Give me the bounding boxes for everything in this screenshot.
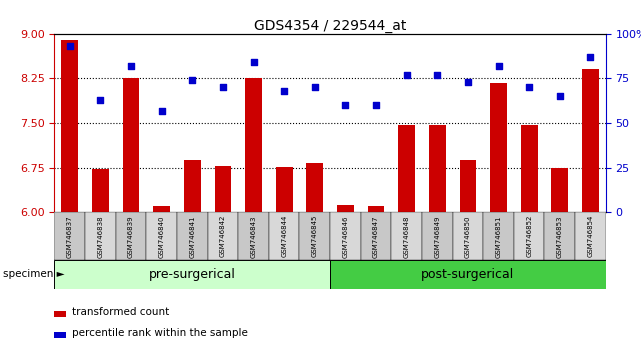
Point	[401, 72, 412, 78]
Point	[156, 108, 167, 113]
Bar	[146, 212, 177, 260]
Text: GSM746845: GSM746845	[312, 215, 318, 257]
Bar	[177, 212, 208, 260]
Bar	[85, 212, 116, 260]
Text: GSM746849: GSM746849	[435, 215, 440, 258]
Bar	[215, 166, 231, 212]
Title: GDS4354 / 229544_at: GDS4354 / 229544_at	[254, 19, 406, 33]
Bar	[330, 212, 361, 260]
Text: GSM746847: GSM746847	[373, 215, 379, 258]
Bar	[54, 260, 330, 289]
Bar	[398, 125, 415, 212]
Text: GSM746854: GSM746854	[587, 215, 594, 257]
Bar	[54, 212, 85, 260]
Bar	[116, 212, 146, 260]
Text: GSM746846: GSM746846	[342, 215, 349, 258]
Text: pre-surgerical: pre-surgerical	[149, 268, 236, 281]
Bar	[361, 212, 392, 260]
Point	[494, 63, 504, 69]
Bar	[245, 78, 262, 212]
Point	[432, 72, 442, 78]
Text: GSM746848: GSM746848	[404, 215, 410, 258]
Text: GSM746853: GSM746853	[557, 215, 563, 258]
Bar	[184, 160, 201, 212]
Text: GSM746843: GSM746843	[251, 215, 256, 258]
Text: GSM746844: GSM746844	[281, 215, 287, 257]
Bar	[122, 78, 140, 212]
Point	[524, 84, 535, 90]
Bar	[544, 212, 575, 260]
Bar	[551, 168, 568, 212]
Bar	[153, 206, 170, 212]
Bar	[269, 212, 299, 260]
Bar	[520, 125, 538, 212]
Bar	[276, 166, 292, 212]
Bar	[582, 69, 599, 212]
Text: GSM746838: GSM746838	[97, 215, 103, 258]
Bar	[422, 212, 453, 260]
Text: GSM746841: GSM746841	[189, 215, 196, 258]
Text: percentile rank within the sample: percentile rank within the sample	[72, 328, 248, 338]
Bar	[306, 163, 323, 212]
Point	[310, 84, 320, 90]
Bar	[460, 160, 476, 212]
Text: GSM746840: GSM746840	[159, 215, 165, 258]
Text: GSM746842: GSM746842	[220, 215, 226, 257]
Point	[585, 54, 595, 60]
Bar	[92, 170, 109, 212]
Bar	[490, 83, 507, 212]
Point	[279, 88, 289, 94]
Bar	[368, 206, 385, 212]
Point	[463, 79, 473, 85]
Bar	[483, 212, 514, 260]
Point	[65, 43, 75, 49]
Point	[554, 93, 565, 99]
Text: GSM746850: GSM746850	[465, 215, 471, 258]
Text: transformed count: transformed count	[72, 307, 170, 316]
Point	[249, 59, 259, 65]
Bar	[337, 205, 354, 212]
Point	[371, 102, 381, 108]
Bar	[575, 212, 606, 260]
Bar	[62, 40, 78, 212]
Bar	[208, 212, 238, 260]
Bar	[238, 212, 269, 260]
Text: GSM746851: GSM746851	[495, 215, 501, 258]
Text: post-surgerical: post-surgerical	[421, 268, 515, 281]
Point	[126, 63, 136, 69]
Text: GSM746839: GSM746839	[128, 215, 134, 258]
Point	[187, 77, 197, 83]
Point	[96, 97, 106, 103]
Bar	[330, 260, 606, 289]
Bar	[453, 212, 483, 260]
Point	[340, 102, 351, 108]
Bar	[392, 212, 422, 260]
Text: GSM746852: GSM746852	[526, 215, 532, 257]
Bar	[429, 125, 445, 212]
Point	[218, 84, 228, 90]
Text: GSM746837: GSM746837	[67, 215, 73, 258]
Text: specimen ►: specimen ►	[3, 269, 65, 279]
Bar	[514, 212, 544, 260]
Bar	[299, 212, 330, 260]
